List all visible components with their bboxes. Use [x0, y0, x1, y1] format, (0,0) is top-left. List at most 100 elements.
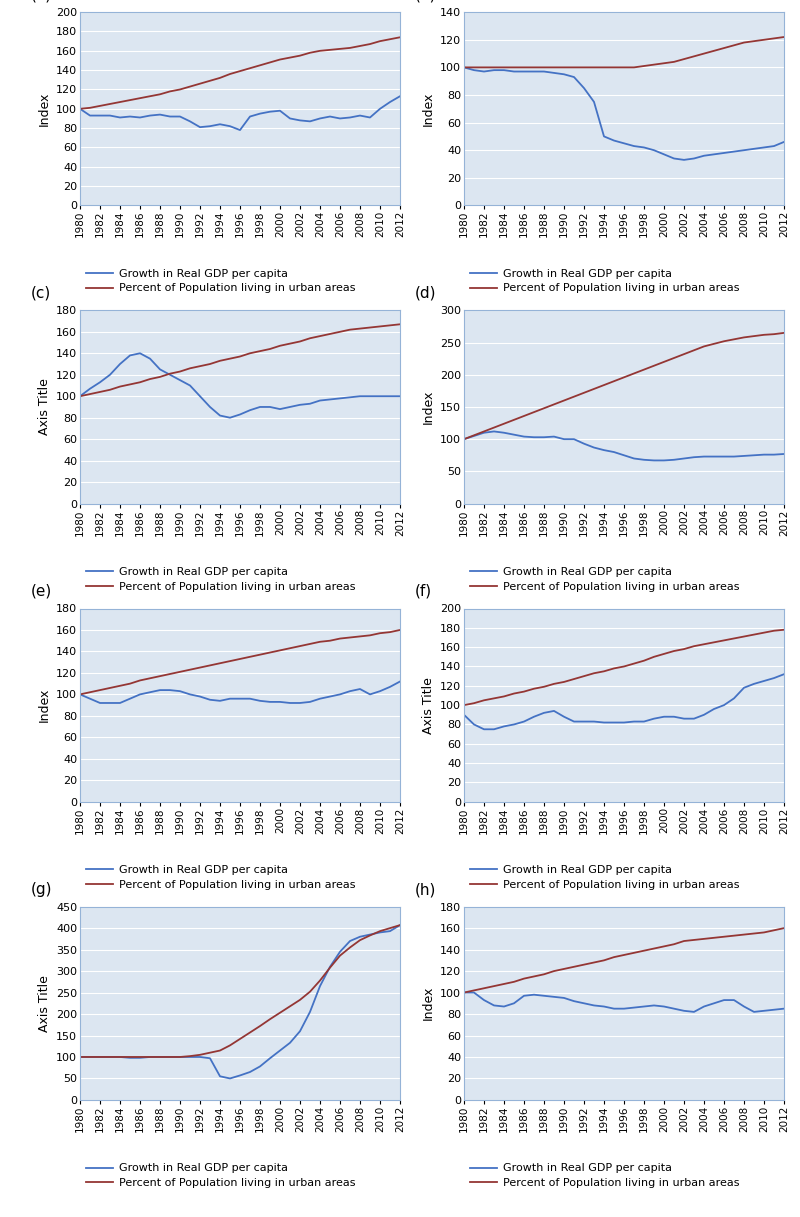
Growth in Real GDP per capita: [659, 999, 669, 1014]
Percent of Population living in urban areas: [226, 1038, 235, 1053]
Percent of Population living in urban areas: [519, 684, 529, 699]
Growth in Real GDP per capita: [245, 403, 254, 417]
Growth in Real GDP per capita: [549, 430, 558, 444]
Percent of Population living in urban areas: [770, 32, 779, 46]
Growth in Real GDP per capita: [346, 111, 355, 125]
Growth in Real GDP per capita: [589, 441, 598, 455]
Growth in Real GDP per capita: [579, 996, 589, 1010]
Growth in Real GDP per capita: [115, 111, 125, 125]
Growth in Real GDP per capita: [479, 722, 489, 736]
Growth in Real GDP per capita: [730, 449, 739, 464]
Percent of Population living in urban areas: [235, 349, 245, 364]
Growth in Real GDP per capita: [730, 145, 739, 159]
Growth in Real GDP per capita: [155, 1050, 165, 1065]
Percent of Population living in urban areas: [195, 77, 205, 91]
Percent of Population living in urban areas: [115, 1050, 125, 1065]
Percent of Population living in urban areas: [346, 630, 355, 645]
Growth in Real GDP per capita: [770, 1003, 779, 1017]
Percent of Population living in urban areas: [779, 29, 789, 44]
Growth in Real GDP per capita: [490, 425, 499, 439]
Growth in Real GDP per capita: [386, 924, 395, 938]
Growth in Real GDP per capita: [146, 352, 155, 366]
Growth in Real GDP per capita: [679, 152, 689, 167]
Percent of Population living in urban areas: [519, 60, 529, 74]
Growth in Real GDP per capita: [275, 695, 285, 710]
Growth in Real GDP per capita: [759, 140, 769, 155]
Growth in Real GDP per capita: [315, 393, 325, 408]
Percent of Population living in urban areas: [315, 634, 325, 649]
Y-axis label: Index: Index: [422, 986, 434, 1021]
Percent of Population living in urban areas: [629, 366, 638, 381]
Percent of Population living in urban areas: [355, 321, 365, 336]
Percent of Population living in urban areas: [175, 1050, 185, 1065]
Percent of Population living in urban areas: [710, 337, 719, 352]
Percent of Population living in urban areas: [570, 389, 579, 404]
Growth in Real GDP per capita: [589, 95, 598, 110]
Percent of Population living in urban areas: [395, 623, 405, 638]
Growth in Real GDP per capita: [285, 1036, 294, 1050]
Percent of Population living in urban areas: [115, 679, 125, 694]
Growth in Real GDP per capita: [365, 111, 374, 125]
Percent of Population living in urban areas: [295, 335, 305, 349]
Percent of Population living in urban areas: [245, 650, 254, 664]
Percent of Population living in urban areas: [539, 400, 549, 415]
Percent of Population living in urban areas: [629, 946, 638, 960]
Percent of Population living in urban areas: [459, 697, 469, 712]
Percent of Population living in urban areas: [690, 932, 699, 947]
Percent of Population living in urban areas: [519, 409, 529, 424]
Growth in Real GDP per capita: [499, 719, 509, 734]
Percent of Population living in urban areas: [650, 359, 659, 374]
Percent of Population living in urban areas: [205, 73, 214, 88]
Growth in Real GDP per capita: [509, 427, 518, 442]
Growth in Real GDP per capita: [325, 959, 335, 974]
Percent of Population living in urban areas: [579, 60, 589, 74]
Percent of Population living in urban areas: [306, 45, 315, 60]
Growth in Real GDP per capita: [285, 399, 294, 414]
Percent of Population living in urban areas: [559, 961, 569, 976]
Percent of Population living in urban areas: [266, 55, 275, 69]
Growth in Real GDP per capita: [739, 449, 749, 464]
Percent of Population living in urban areas: [679, 347, 689, 361]
Percent of Population living in urban areas: [266, 1011, 275, 1026]
Growth in Real GDP per capita: [165, 1050, 174, 1065]
Growth in Real GDP per capita: [659, 453, 669, 467]
Growth in Real GDP per capita: [639, 714, 649, 729]
Growth in Real GDP per capita: [95, 1050, 105, 1065]
Percent of Population living in urban areas: [530, 405, 539, 420]
Percent of Population living in urban areas: [335, 948, 345, 963]
Percent of Population living in urban areas: [730, 332, 739, 347]
Growth in Real GDP per capita: [610, 444, 619, 459]
Growth in Real GDP per capita: [306, 695, 315, 710]
Line: Percent of Population living in urban areas: Percent of Population living in urban ar…: [464, 333, 784, 439]
Percent of Population living in urban areas: [559, 674, 569, 689]
Percent of Population living in urban areas: [275, 1005, 285, 1020]
Percent of Population living in urban areas: [589, 60, 598, 74]
Growth in Real GDP per capita: [386, 389, 395, 404]
Growth in Real GDP per capita: [295, 696, 305, 711]
Growth in Real GDP per capita: [95, 108, 105, 123]
Growth in Real GDP per capita: [325, 689, 335, 703]
Percent of Population living in urban areas: [610, 949, 619, 964]
Percent of Population living in urban areas: [509, 686, 518, 701]
Percent of Population living in urban areas: [75, 1050, 85, 1065]
Growth in Real GDP per capita: [469, 63, 478, 78]
Growth in Real GDP per capita: [255, 399, 265, 414]
Percent of Population living in urban areas: [255, 647, 265, 662]
Percent of Population living in urban areas: [719, 333, 729, 348]
Growth in Real GDP per capita: [165, 368, 174, 382]
Percent of Population living in urban areas: [306, 331, 315, 346]
Percent of Population living in urban areas: [175, 83, 185, 97]
Percent of Population living in urban areas: [650, 650, 659, 664]
Percent of Population living in urban areas: [255, 58, 265, 73]
Percent of Population living in urban areas: [589, 382, 598, 397]
Percent of Population living in urban areas: [125, 377, 134, 392]
Growth in Real GDP per capita: [75, 1050, 85, 1065]
Percent of Population living in urban areas: [479, 981, 489, 996]
Growth in Real GDP per capita: [539, 706, 549, 720]
Growth in Real GDP per capita: [579, 80, 589, 95]
Percent of Population living in urban areas: [386, 32, 395, 46]
Line: Growth in Real GDP per capita: Growth in Real GDP per capita: [464, 67, 784, 159]
Growth in Real GDP per capita: [175, 110, 185, 124]
Line: Percent of Population living in urban areas: Percent of Population living in urban ar…: [80, 630, 400, 695]
Growth in Real GDP per capita: [530, 710, 539, 724]
